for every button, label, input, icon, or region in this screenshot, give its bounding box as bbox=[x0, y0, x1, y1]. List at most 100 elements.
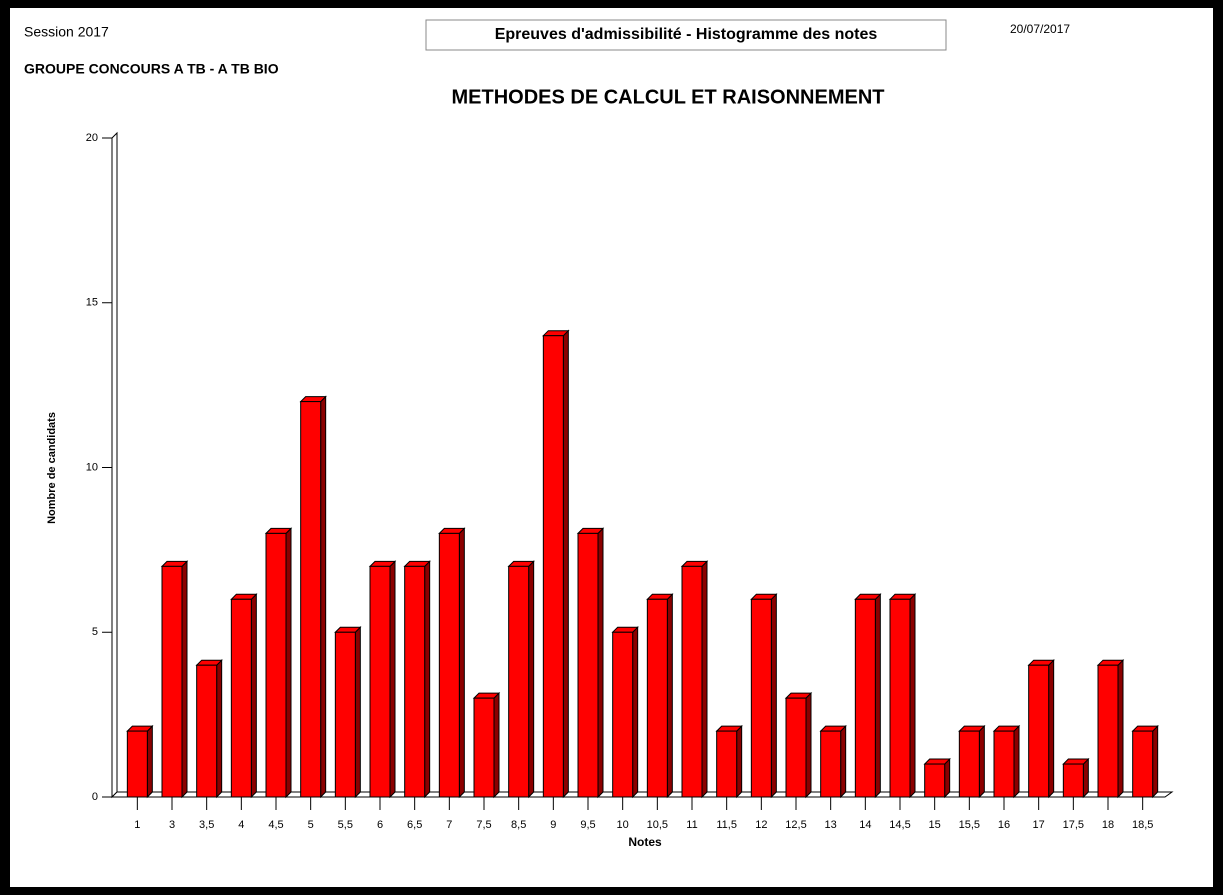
bar-top bbox=[542, 330, 570, 337]
bar-top bbox=[680, 560, 709, 567]
bar bbox=[264, 527, 293, 799]
bar bbox=[854, 593, 882, 799]
banner-box bbox=[425, 19, 947, 51]
bar-top bbox=[403, 560, 431, 567]
group: GROUPE CONCOURS A TB - A TB BIO bbox=[24, 61, 279, 77]
bar bbox=[160, 560, 189, 799]
bar-front bbox=[958, 730, 980, 798]
y-tick-label: 5 bbox=[92, 626, 98, 638]
bar-top bbox=[750, 593, 778, 600]
bar-top bbox=[160, 560, 189, 567]
bar bbox=[646, 593, 674, 799]
bar bbox=[299, 395, 327, 799]
bar-side bbox=[632, 626, 639, 799]
bar-front bbox=[438, 532, 460, 798]
x-tick-label: 4 bbox=[238, 819, 244, 831]
bar-side bbox=[285, 527, 292, 799]
bar bbox=[680, 560, 709, 799]
bar-side bbox=[528, 560, 535, 799]
x-tick-label: 17 bbox=[1033, 819, 1045, 831]
bar-top bbox=[1096, 659, 1125, 666]
bar-front bbox=[1132, 730, 1154, 798]
bar-side bbox=[736, 724, 743, 799]
x-tick-label: 12,5 bbox=[785, 819, 806, 831]
bar bbox=[368, 560, 397, 799]
bar bbox=[542, 329, 570, 799]
x-tick-label: 16 bbox=[998, 819, 1010, 831]
bar bbox=[403, 560, 431, 799]
bar bbox=[1062, 757, 1090, 799]
bar-side bbox=[354, 626, 361, 799]
bar-side bbox=[1048, 658, 1055, 799]
bar-side bbox=[424, 560, 431, 799]
bar bbox=[819, 724, 847, 799]
y-axis-label: Nombre de candidats bbox=[46, 412, 58, 524]
bar-front bbox=[369, 565, 391, 798]
x-tick-label: 5 bbox=[308, 819, 314, 831]
bar-side bbox=[216, 658, 223, 799]
bar-front bbox=[646, 598, 668, 798]
bar-front bbox=[508, 565, 530, 798]
bar bbox=[126, 724, 154, 799]
bar-top bbox=[264, 527, 293, 534]
bar-side bbox=[1117, 658, 1124, 799]
bar-side bbox=[1152, 724, 1159, 799]
bar-front bbox=[681, 565, 703, 798]
bar-front bbox=[230, 598, 252, 798]
bar-top bbox=[472, 692, 501, 699]
x-tick-label: 7,5 bbox=[476, 819, 491, 831]
bar-top bbox=[611, 626, 639, 633]
x-tick-label: 9,5 bbox=[580, 819, 595, 831]
bar-front bbox=[161, 565, 183, 798]
bar-top bbox=[438, 527, 466, 534]
x-tick-label: 8,5 bbox=[511, 819, 526, 831]
bar-front bbox=[1028, 664, 1050, 798]
x-tick-label: 18,5 bbox=[1132, 819, 1153, 831]
y-wall bbox=[111, 131, 118, 799]
bar-side bbox=[493, 691, 500, 799]
x-tick-label: 3 bbox=[169, 819, 175, 831]
bar-front bbox=[542, 335, 564, 798]
banner: Epreuves d'admissibilité - Histogramme d… bbox=[495, 26, 878, 43]
bar-side bbox=[458, 527, 465, 799]
x-tick-label: 10,5 bbox=[647, 819, 668, 831]
bar-front bbox=[1097, 664, 1119, 798]
x-tick-label: 7 bbox=[446, 819, 452, 831]
bar-side bbox=[666, 593, 673, 799]
bar-top bbox=[923, 758, 951, 765]
bar-top bbox=[299, 396, 327, 403]
x-tick-label: 18 bbox=[1102, 819, 1114, 831]
bar-side bbox=[1082, 757, 1089, 799]
bar-side bbox=[250, 593, 257, 799]
x-tick-label: 13 bbox=[825, 819, 837, 831]
x-tick-label: 9 bbox=[550, 819, 556, 831]
bar-top bbox=[507, 560, 535, 567]
bar-top bbox=[334, 626, 362, 633]
bar bbox=[1027, 658, 1055, 799]
bar-front bbox=[126, 730, 148, 798]
x-tick-label: 15,5 bbox=[959, 819, 980, 831]
bar-top bbox=[784, 692, 813, 699]
bar-top bbox=[576, 527, 605, 534]
bar-top bbox=[992, 725, 1021, 732]
bar bbox=[230, 593, 258, 799]
bar-side bbox=[944, 757, 951, 799]
bar-side bbox=[770, 593, 777, 799]
bar-front bbox=[854, 598, 876, 798]
date: 20/07/2017 bbox=[1010, 22, 1070, 36]
bar bbox=[750, 593, 778, 799]
bar bbox=[992, 724, 1021, 799]
bar bbox=[438, 527, 466, 799]
bar-side bbox=[805, 691, 812, 799]
x-tick-label: 17,5 bbox=[1063, 819, 1084, 831]
x-tick-label: 14 bbox=[859, 819, 871, 831]
x-tick-label: 5,5 bbox=[338, 819, 353, 831]
bar-front bbox=[750, 598, 772, 798]
bar bbox=[888, 593, 917, 799]
bar bbox=[784, 691, 813, 799]
bar-front bbox=[577, 532, 599, 798]
bar-front bbox=[300, 401, 322, 798]
bar-side bbox=[840, 724, 847, 799]
bar bbox=[923, 757, 951, 799]
bar-front bbox=[889, 598, 911, 798]
